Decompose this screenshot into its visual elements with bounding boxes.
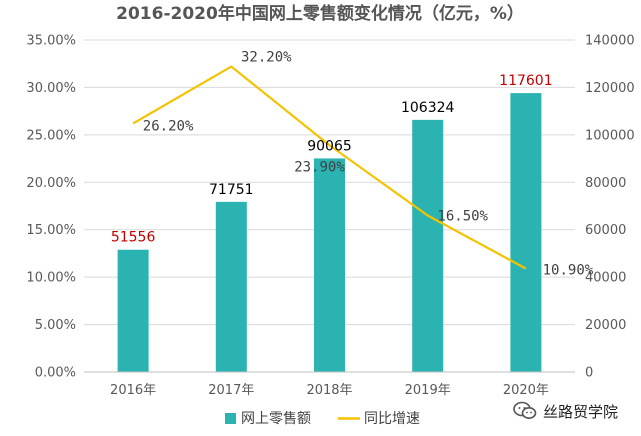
data-labels: 51556 71751 90065 106324 117601 26.20% 32.20% 2… [111, 50, 594, 279]
line-value-label: 26.20% [143, 118, 194, 134]
line-value-label: 23.90% [294, 159, 345, 175]
right-tick-label: 80000 [585, 176, 626, 191]
right-tick-label: 0 [585, 366, 593, 381]
bar-value-label: 117601 [499, 73, 552, 89]
x-tick-label: 2018年 [306, 383, 352, 398]
legend-label-line: 同比增速 [364, 411, 420, 427]
left-tick-label: 5.00% [35, 318, 76, 333]
bar-value-label: 90065 [307, 138, 352, 154]
bar-series [117, 93, 542, 373]
watermark-text: 丝路贸学院 [543, 402, 619, 421]
x-tick-label: 2019年 [405, 383, 451, 398]
left-tick-label: 35.00% [26, 34, 76, 49]
watermark: 丝路贸学院 [513, 396, 638, 426]
bar [117, 249, 149, 372]
bar-value-label: 71751 [209, 182, 254, 198]
right-tick-label: 60000 [585, 223, 626, 238]
chart-title: 2016-2020年中国网上零售额变化情况（亿元，%） [116, 3, 524, 24]
left-tick-label: 10.00% [26, 271, 76, 286]
bar [314, 158, 345, 372]
bar [412, 119, 444, 372]
bar-value-label: 51556 [111, 230, 156, 246]
x-axis: 2016年 2017年 2018年 2019年 2020年 [84, 371, 575, 398]
left-tick-label: 30.00% [26, 81, 76, 96]
x-tick-label: 2020年 [503, 383, 549, 398]
right-tick-label: 20000 [585, 318, 626, 333]
line-value-label: 10.90% [543, 263, 594, 279]
right-tick-label: 40000 [585, 271, 626, 286]
x-tick-label: 2017年 [208, 383, 254, 398]
left-tick-label: 25.00% [26, 128, 76, 143]
legend-swatch-bar [225, 413, 236, 424]
bar-value-label: 106324 [401, 100, 455, 116]
left-tick-label: 15.00% [26, 223, 76, 238]
left-axis: 0.00% 5.00% 10.00% 15.00% 20.00% 25.00% 30.00%… [26, 34, 76, 381]
right-tick-label: 100000 [585, 128, 635, 143]
legend: 网上零售额 同比增速 [225, 411, 420, 427]
wechat-icon [513, 401, 537, 419]
x-tick-label: 2016年 [110, 383, 156, 398]
bar [215, 201, 247, 372]
right-tick-label: 140000 [585, 34, 635, 49]
right-tick-label: 120000 [585, 81, 635, 96]
line-value-label: 16.50% [437, 208, 488, 224]
left-tick-label: 20.00% [26, 176, 76, 191]
line-series [132, 65, 527, 270]
line-value-label: 32.20% [241, 50, 292, 66]
right-axis: 0 20000 40000 60000 80000 100000 120000 140000 [585, 34, 635, 381]
bar [510, 93, 542, 373]
growth-line [132, 65, 527, 270]
legend-label-bar: 网上零售额 [241, 411, 311, 427]
left-tick-label: 0.00% [35, 366, 76, 381]
